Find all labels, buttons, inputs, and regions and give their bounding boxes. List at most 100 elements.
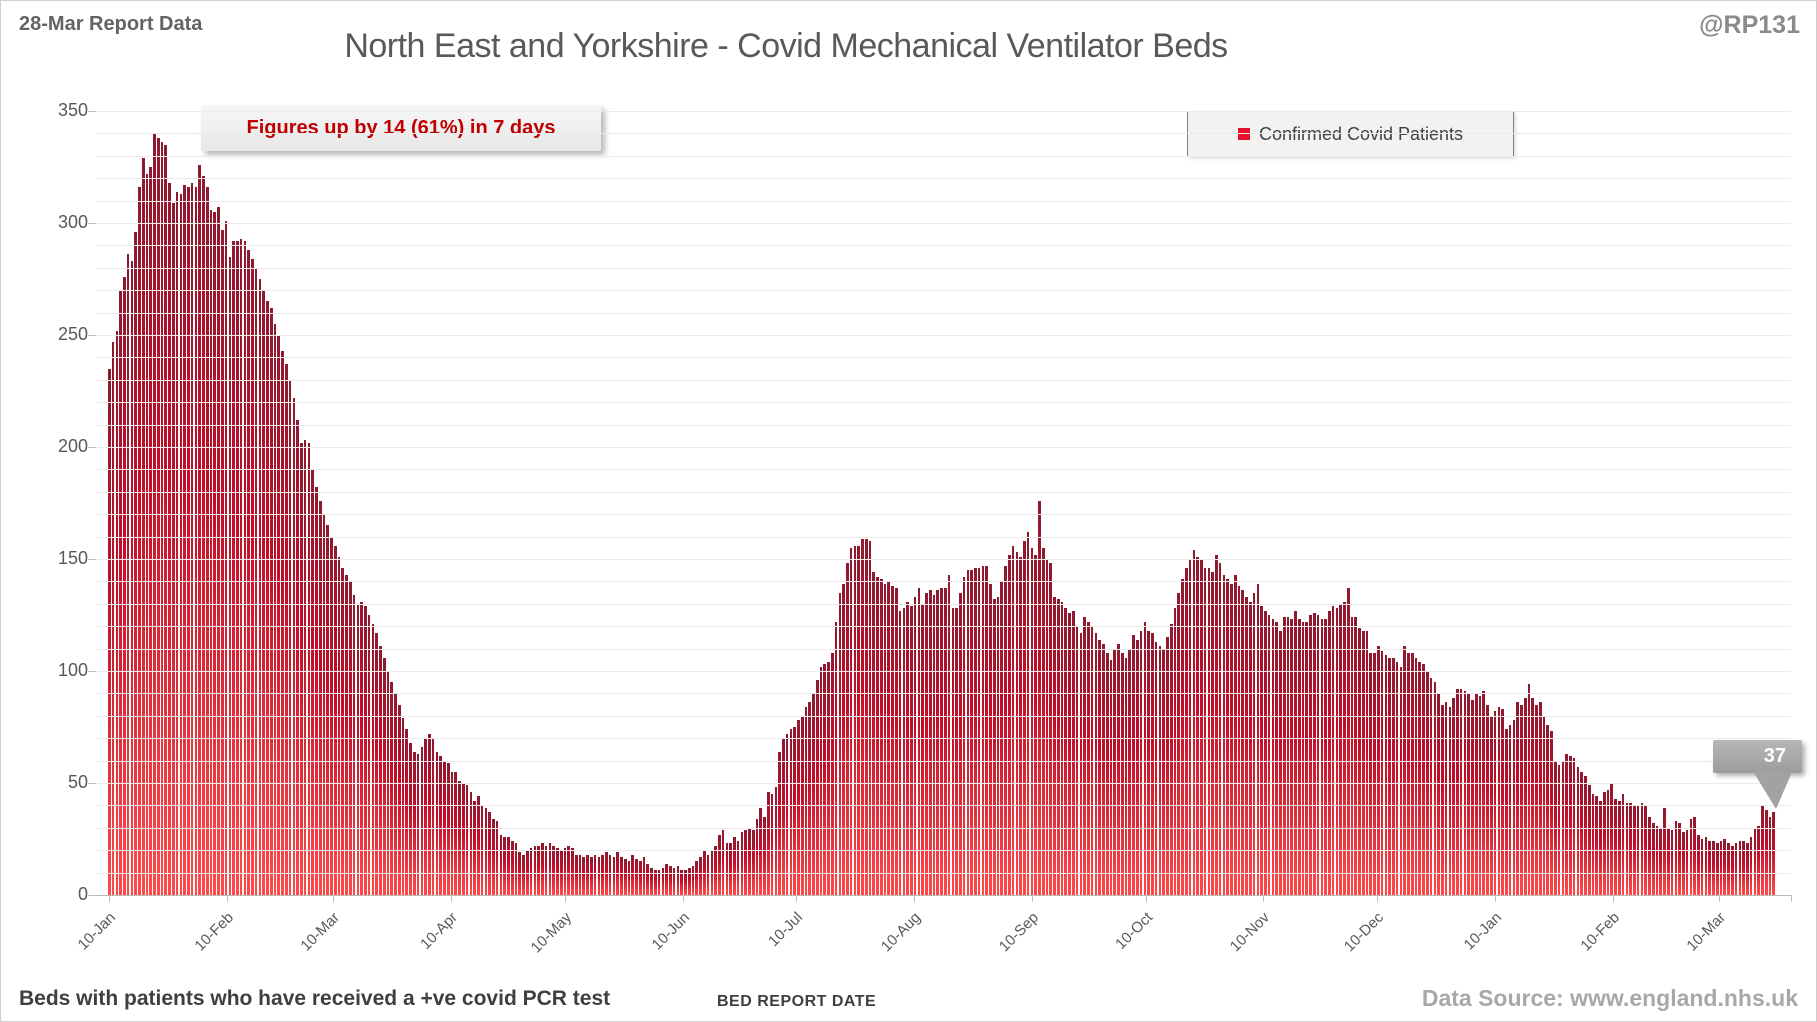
bar [1072, 610, 1075, 895]
bar [989, 583, 992, 895]
x-tick [226, 895, 228, 902]
gridline [96, 603, 1791, 605]
bar [1377, 646, 1380, 895]
bar [477, 796, 480, 895]
bar [1331, 606, 1335, 895]
bar [1045, 559, 1049, 895]
bar [1339, 603, 1342, 895]
bar [966, 570, 970, 895]
bar [1444, 702, 1448, 895]
bar [273, 323, 277, 895]
bar [315, 487, 318, 895]
bar [492, 818, 495, 895]
gridline [96, 200, 1791, 202]
bar [541, 843, 544, 895]
bar [725, 843, 729, 895]
bar [789, 729, 793, 895]
bar [1373, 653, 1376, 895]
bar [661, 868, 665, 895]
y-tick [88, 671, 96, 672]
bar [179, 193, 183, 895]
bar [495, 821, 499, 895]
bar [345, 574, 348, 895]
bar [672, 868, 676, 895]
x-tick [1263, 895, 1265, 902]
bar [642, 856, 646, 895]
bar [172, 202, 175, 895]
x-tick-label: 10-Nov [1227, 909, 1274, 956]
bar [1218, 563, 1222, 895]
x-tick-label: 10-May [527, 909, 575, 957]
bar [650, 868, 653, 895]
x-tick [914, 895, 916, 902]
x-tick-label: 10-Aug [877, 909, 925, 956]
bar [284, 364, 288, 895]
gridline [96, 693, 1791, 695]
bar [879, 579, 883, 895]
bar [168, 182, 171, 895]
bar [1712, 841, 1715, 895]
bar [424, 738, 427, 895]
bar [382, 657, 386, 895]
bar [1098, 639, 1101, 895]
bar [1448, 706, 1452, 895]
bar [1139, 630, 1143, 895]
bar [405, 729, 409, 895]
bar [149, 167, 153, 895]
bar [1301, 621, 1305, 895]
bar [962, 576, 966, 895]
bar [318, 500, 322, 895]
bar [552, 845, 555, 895]
bar [1685, 830, 1689, 895]
bar [108, 368, 111, 895]
bar [134, 231, 137, 895]
bar [205, 187, 209, 895]
bar [680, 870, 683, 895]
bar [1275, 621, 1278, 895]
bar [1053, 597, 1056, 895]
bar [1399, 666, 1403, 895]
bar [409, 742, 412, 895]
bar [943, 588, 947, 895]
bar [676, 865, 680, 895]
x-tick-label: 10-Jun [648, 909, 693, 954]
bar [190, 182, 194, 895]
bar [209, 209, 213, 895]
bar [394, 693, 397, 895]
gridline [96, 626, 1791, 628]
x-tick [1612, 895, 1614, 902]
bar [1384, 655, 1388, 895]
bar [360, 601, 363, 895]
bar [793, 727, 796, 895]
bar [413, 751, 416, 895]
bar [1248, 601, 1252, 895]
bar [812, 693, 815, 895]
y-tick-label: 0 [77, 884, 88, 904]
bar [1493, 711, 1497, 895]
gridline [96, 827, 1791, 829]
bar [1230, 583, 1233, 895]
bar [849, 547, 853, 895]
bar [111, 341, 115, 895]
bar [992, 599, 996, 895]
bar [1621, 794, 1625, 895]
bar [288, 379, 292, 895]
bar [1437, 693, 1440, 895]
y-tick-label: 100 [57, 660, 88, 680]
bar [371, 623, 375, 895]
bar [1482, 691, 1486, 895]
bar [1279, 630, 1282, 895]
bar [236, 240, 239, 895]
x-tick-label: 10-Dec [1340, 909, 1388, 956]
bar [431, 738, 435, 895]
x-tick-label: 10-Mar [297, 909, 344, 955]
bar [416, 753, 420, 895]
bar [1535, 704, 1538, 895]
bar [1282, 617, 1286, 895]
bar [375, 632, 378, 895]
bar [1523, 697, 1527, 895]
bar [461, 783, 465, 895]
bar [695, 861, 699, 895]
bar [669, 865, 672, 895]
